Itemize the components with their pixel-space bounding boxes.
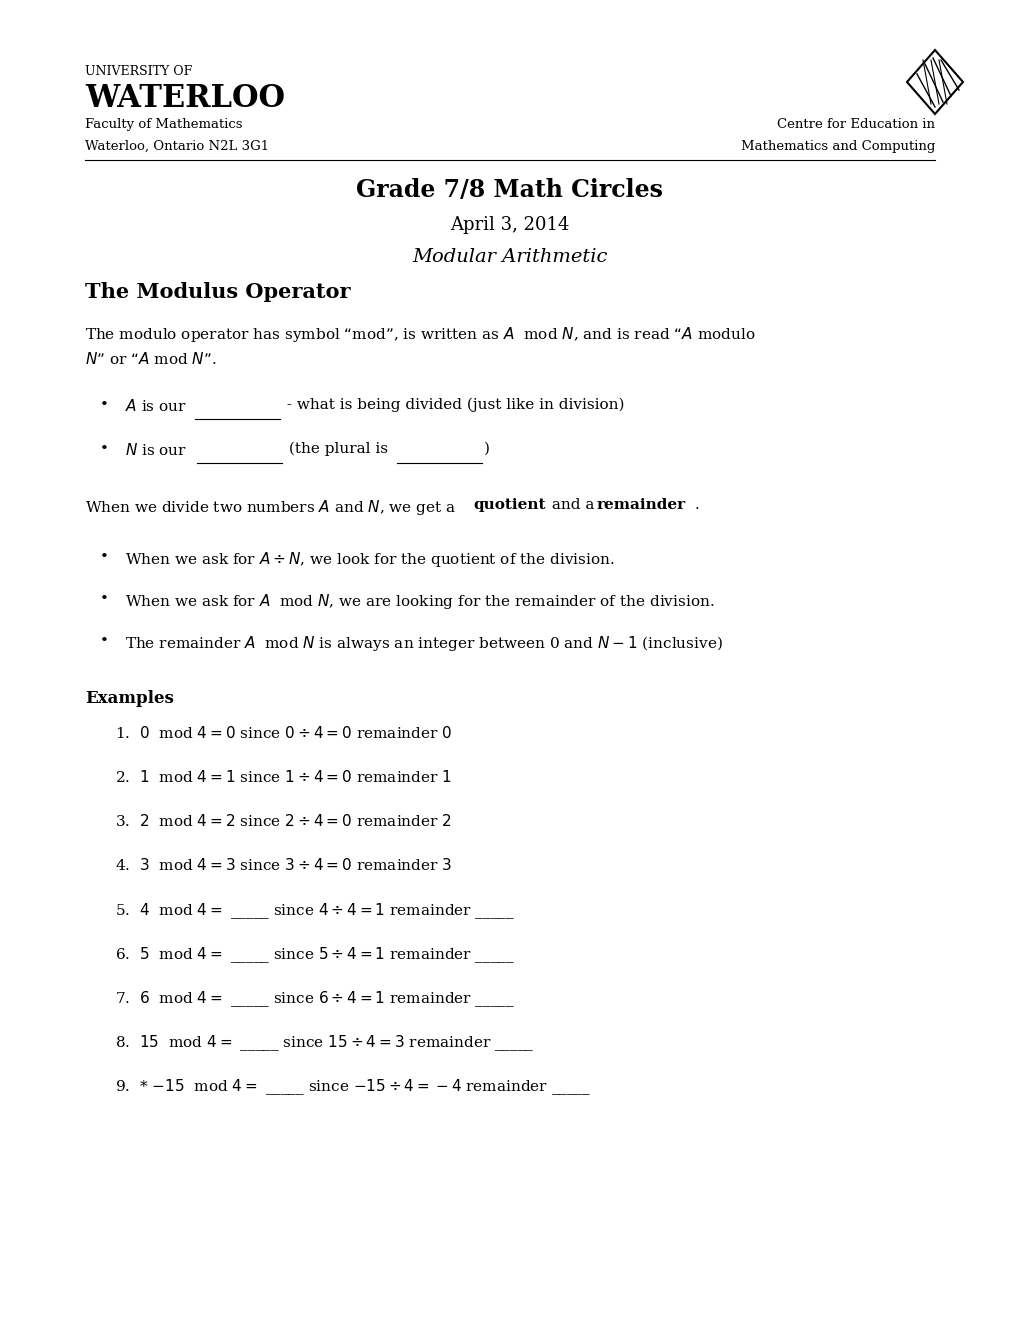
Text: When we ask for $A$  mod $N$, we are looking for the remainder of the division.: When we ask for $A$ mod $N$, we are look…: [125, 591, 714, 611]
Text: When we divide two numbers $A$ and $N$, we get a: When we divide two numbers $A$ and $N$, …: [85, 498, 457, 517]
Text: When we ask for $A \div N$, we look for the quotient of the division.: When we ask for $A \div N$, we look for …: [125, 550, 614, 569]
Text: Faculty of Mathematics: Faculty of Mathematics: [85, 117, 243, 131]
Text: Examples: Examples: [85, 690, 173, 708]
Text: 8.  $15$  mod $4 =$ _____ since $15 \div 4 = 3$ remainder _____: 8. $15$ mod $4 =$ _____ since $15 \div 4…: [115, 1034, 534, 1053]
Text: (the plural is: (the plural is: [283, 442, 392, 457]
Text: 7.  $6$  mod $4 =$ _____ since $6 \div 4 = 1$ remainder _____: 7. $6$ mod $4 =$ _____ since $6 \div 4 =…: [115, 989, 515, 1008]
Text: 3.  $2$  mod $4 = 2$ since $2 \div 4 = 0$ remainder $2$: 3. $2$ mod $4 = 2$ since $2 \div 4 = 0$ …: [115, 813, 451, 829]
Text: quotient: quotient: [473, 498, 545, 512]
Text: 1.  $0$  mod $4 = 0$ since $0 \div 4 = 0$ remainder $0$: 1. $0$ mod $4 = 0$ since $0 \div 4 = 0$ …: [115, 725, 451, 741]
Text: ): ): [484, 442, 489, 455]
Text: Centre for Education in: Centre for Education in: [776, 117, 934, 131]
Text: 4.  $3$  mod $4 = 3$ since $3 \div 4 = 0$ remainder $3$: 4. $3$ mod $4 = 3$ since $3 \div 4 = 0$ …: [115, 857, 451, 873]
Text: 5.  $4$  mod $4 =$ _____ since $4 \div 4 = 1$ remainder _____: 5. $4$ mod $4 =$ _____ since $4 \div 4 =…: [115, 902, 515, 921]
Text: $N$ is our: $N$ is our: [125, 442, 186, 458]
Text: 9.  * $-15$  mod $4 =$ _____ since $-15 \div 4 = -4$ remainder _____: 9. * $-15$ mod $4 =$ _____ since $-15 \d…: [115, 1077, 591, 1097]
Text: Modular Arithmetic: Modular Arithmetic: [412, 248, 607, 267]
Text: - what is being divided (just like in division): - what is being divided (just like in di…: [281, 399, 624, 412]
Text: •: •: [100, 634, 109, 648]
Text: The Modulus Operator: The Modulus Operator: [85, 282, 351, 302]
Text: •: •: [100, 399, 109, 412]
Text: Mathematics and Computing: Mathematics and Computing: [740, 140, 934, 153]
Text: •: •: [100, 591, 109, 606]
Text: The modulo operator has symbol “mod”, is written as $A$  mod $N$, and is read “$: The modulo operator has symbol “mod”, is…: [85, 325, 755, 345]
Text: .: .: [694, 498, 699, 512]
Text: 2.  $1$  mod $4 = 1$ since $1 \div 4 = 0$ remainder $1$: 2. $1$ mod $4 = 1$ since $1 \div 4 = 0$ …: [115, 770, 451, 785]
Text: April 3, 2014: April 3, 2014: [449, 216, 570, 234]
Text: $N$” or “$A$ mod $N$”.: $N$” or “$A$ mod $N$”.: [85, 351, 216, 367]
Text: remainder: remainder: [596, 498, 686, 512]
Text: •: •: [100, 442, 109, 455]
Text: 6.  $5$  mod $4 =$ _____ since $5 \div 4 = 1$ remainder _____: 6. $5$ mod $4 =$ _____ since $5 \div 4 =…: [115, 945, 515, 965]
Text: WATERLOO: WATERLOO: [85, 83, 284, 114]
Text: $A$ is our: $A$ is our: [125, 399, 186, 414]
Text: Grade 7/8 Math Circles: Grade 7/8 Math Circles: [357, 178, 662, 202]
Text: The remainder $A$  mod $N$ is always an integer between 0 and $N - 1$ (inclusive: The remainder $A$ mod $N$ is always an i…: [125, 634, 722, 653]
Text: and a: and a: [546, 498, 599, 512]
Text: Waterloo, Ontario N2L 3G1: Waterloo, Ontario N2L 3G1: [85, 140, 269, 153]
Text: •: •: [100, 550, 109, 564]
Text: UNIVERSITY OF: UNIVERSITY OF: [85, 65, 192, 78]
